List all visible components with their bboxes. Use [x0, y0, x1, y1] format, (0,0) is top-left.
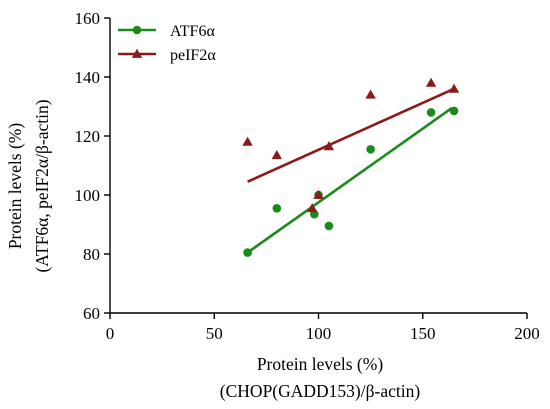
atf6a-point: [243, 248, 252, 257]
atf6a-point: [272, 203, 282, 213]
legend-label-peif2a: peIF2α: [170, 47, 216, 64]
atf6a-point: [426, 108, 436, 117]
legend: ATF6α peIF2α: [118, 23, 216, 64]
x-axis-title-line-1: Protein levels (%): [257, 354, 384, 374]
y-tick-label: 100: [75, 186, 101, 205]
axes: 0 50 100 150 200 60 80 100 120 140 160: [75, 9, 540, 343]
x-tick-label: 0: [106, 324, 115, 343]
peif2a-trend-line: [247, 87, 455, 183]
atf6a-point: [366, 144, 375, 154]
y-axis-title-line-2: (ATF6α, peIF2α/β-actin): [32, 99, 52, 272]
peif2a-point: [313, 189, 324, 199]
legend-label-atf6a: ATF6α: [170, 23, 215, 40]
peif2a-point: [307, 203, 318, 213]
data-points: [242, 77, 460, 257]
atf6a-point: [324, 221, 334, 231]
x-tick-label: 200: [514, 324, 540, 343]
peif2a-point: [323, 141, 335, 151]
y-tick-label: 60: [83, 304, 100, 323]
y-tick-label: 140: [75, 68, 101, 87]
peif2a-point: [242, 136, 253, 146]
x-tick-label: 50: [206, 324, 223, 343]
x-tick-label: 100: [306, 324, 332, 343]
y-axis-title-line-1: Protein levels (%): [5, 123, 25, 250]
peif2a-point: [271, 149, 282, 160]
y-tick-label: 160: [75, 9, 101, 28]
peif2a-point: [448, 83, 460, 93]
atf6a-point: [449, 106, 459, 116]
legend-marker-peif2a: [131, 48, 143, 58]
x-axis-title-line-2: (CHOP(GADD153)/β-actin): [220, 381, 421, 401]
y-tick-label: 80: [83, 245, 100, 264]
axis-titles: Protein levels (%) (CHOP(GADD153)/β-acti…: [5, 99, 420, 401]
x-tick-label: 150: [410, 324, 436, 343]
trend-lines: [246, 87, 455, 254]
legend-marker-atf6a: [132, 25, 142, 35]
peif2a-point: [425, 77, 437, 87]
atf6a-trend-line: [246, 106, 453, 254]
peif2a-point: [365, 89, 376, 99]
y-tick-label: 120: [75, 127, 101, 146]
